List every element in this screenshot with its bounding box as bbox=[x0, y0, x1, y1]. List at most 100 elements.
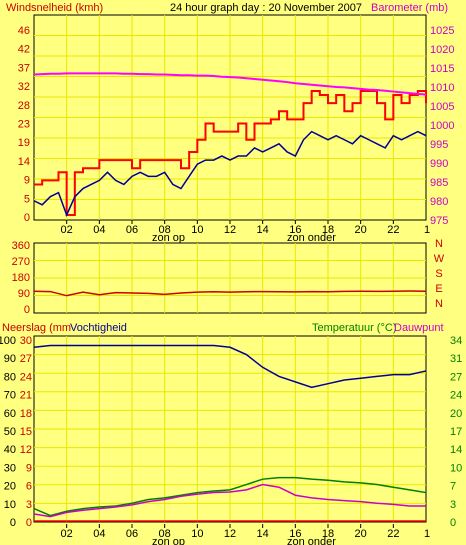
barometer-tick-label: 985 bbox=[430, 177, 448, 189]
humidity-tick-label: 90 bbox=[4, 353, 16, 365]
x-tick-label: 04 bbox=[93, 224, 105, 236]
rain-tick-label: 6 bbox=[26, 481, 32, 493]
temperature-x-end-label: 1 bbox=[424, 528, 430, 540]
wind-left-ticks: 46 42 37 32 28 23 19 14 9 5 0 bbox=[18, 25, 30, 224]
barometer-axis-label: Barometer (mb) bbox=[371, 2, 448, 14]
humidity-tick-label: 50 bbox=[4, 426, 16, 438]
x-tick-label: 02 bbox=[61, 528, 73, 540]
temperature-tick-label: 27 bbox=[450, 371, 462, 383]
sunset-label: zon onder bbox=[287, 232, 336, 244]
rain-tick-label: 12 bbox=[20, 444, 32, 456]
temperature-x-ticks: 02 04 06 08 10 12 14 16 18 20 22 bbox=[61, 524, 399, 540]
barometer-tick-label: 1015 bbox=[430, 63, 454, 75]
sunrise-label-bottom: zon op bbox=[152, 536, 185, 545]
temperature-tick-label: 14 bbox=[450, 444, 462, 456]
direction-tick-label: 0 bbox=[24, 304, 30, 316]
humidity-tick-label: 20 bbox=[4, 481, 16, 493]
direction-tick-label: 180 bbox=[12, 272, 30, 284]
x-tick-label: 18 bbox=[322, 528, 334, 540]
wind-average-line bbox=[33, 130, 427, 217]
x-tick-label: 18 bbox=[322, 224, 334, 236]
compass-label: N bbox=[435, 238, 443, 250]
wind-tick-label: 42 bbox=[18, 44, 30, 56]
wind-tick-label: 5 bbox=[24, 193, 30, 205]
x-tick-label: 14 bbox=[257, 528, 269, 540]
barometer-tick-label: 1000 bbox=[430, 120, 454, 132]
compass-label: S bbox=[435, 268, 442, 280]
humidity-tick-label: 80 bbox=[4, 371, 16, 383]
wind-tick-label: 46 bbox=[18, 25, 30, 37]
rain-tick-label: 3 bbox=[26, 499, 32, 511]
barometer-tick-label: 1025 bbox=[430, 25, 454, 37]
x-tick-label: 08 bbox=[159, 224, 171, 236]
wind-tick-label: 37 bbox=[18, 62, 30, 74]
temperature-tick-label: 24 bbox=[450, 390, 462, 402]
rain-tick-label: 30 bbox=[20, 335, 32, 347]
wind-axis-label: Windsnelheid (kmh) bbox=[6, 2, 103, 14]
compass-label: E bbox=[435, 283, 442, 295]
humidity-tick-label: 60 bbox=[4, 408, 16, 420]
x-tick-label: 10 bbox=[191, 528, 203, 540]
humidity-tick-label: 70 bbox=[4, 390, 16, 402]
wind-tick-label: 28 bbox=[18, 100, 30, 112]
x-tick-label: 16 bbox=[289, 528, 301, 540]
rain-tick-label: 15 bbox=[20, 426, 32, 438]
barometer-right-ticks: 1025 1020 1015 1010 1005 1000 995 990 985 980 975 bbox=[430, 25, 454, 227]
graph-title: 24 hour graph day : 20 November 2007 bbox=[170, 2, 362, 14]
wind-tick-label: 32 bbox=[18, 81, 30, 93]
temperature-lines bbox=[33, 344, 427, 522]
barometer-tick-label: 995 bbox=[430, 139, 448, 151]
humidity-line bbox=[33, 344, 427, 389]
wind-tick-label: 0 bbox=[24, 212, 30, 224]
x-tick-label: 22 bbox=[387, 528, 399, 540]
x-tick-label: 20 bbox=[355, 528, 367, 540]
barometer-line bbox=[33, 72, 427, 96]
wind-tick-label: 23 bbox=[18, 119, 30, 131]
temperature-tick-label: 20 bbox=[450, 408, 462, 420]
x-tick-label: 10 bbox=[191, 224, 203, 236]
barometer-tick-label: 980 bbox=[430, 196, 448, 208]
compass-label: W bbox=[434, 253, 445, 265]
temperature-tick-label: 31 bbox=[450, 353, 462, 365]
x-tick-label: 02 bbox=[61, 224, 73, 236]
temperature-tick-label: 34 bbox=[450, 335, 462, 347]
x-tick-label: 22 bbox=[387, 224, 399, 236]
rain-tick-label: 21 bbox=[20, 390, 32, 402]
dewpoint-line bbox=[33, 483, 426, 518]
x-tick-label: 12 bbox=[224, 528, 236, 540]
wind-x-ticks: 02 04 06 08 10 12 14 16 18 20 22 bbox=[61, 220, 399, 236]
direction-tick-label: 270 bbox=[12, 256, 30, 268]
wind-gust-line bbox=[34, 89, 427, 216]
humidity-tick-label: 0 bbox=[10, 517, 16, 529]
compass-label: N bbox=[435, 298, 443, 310]
humidity-axis-label: Vochtigheid bbox=[70, 322, 127, 334]
temperature-tick-label: 0 bbox=[450, 517, 456, 529]
temperature-right-ticks: 34 31 27 24 20 17 14 10 7 3 0 bbox=[450, 335, 462, 529]
sunrise-label: zon op bbox=[152, 232, 185, 244]
wind-tick-label: 19 bbox=[18, 137, 30, 149]
wind-direction-line bbox=[33, 290, 427, 297]
direction-line bbox=[33, 290, 427, 297]
barometer-tick-label: 1010 bbox=[430, 82, 454, 94]
rain-tick-label: 24 bbox=[20, 371, 32, 383]
barometer-tick-label: 990 bbox=[430, 158, 448, 170]
sunset-label-bottom: zon onder bbox=[287, 536, 336, 545]
x-tick-label: 20 bbox=[355, 224, 367, 236]
humidity-tick-label: 100 bbox=[0, 335, 16, 347]
x-tick-label: 06 bbox=[126, 224, 138, 236]
x-tick-label: 04 bbox=[93, 528, 105, 540]
temperature-tick-label: 7 bbox=[450, 481, 456, 493]
direction-tick-label: 90 bbox=[18, 288, 30, 300]
x-tick-label: 16 bbox=[289, 224, 301, 236]
x-tick-label: 08 bbox=[159, 528, 171, 540]
barometer-tick-label: 1020 bbox=[430, 44, 454, 56]
rain-tick-label: 0 bbox=[26, 517, 32, 529]
